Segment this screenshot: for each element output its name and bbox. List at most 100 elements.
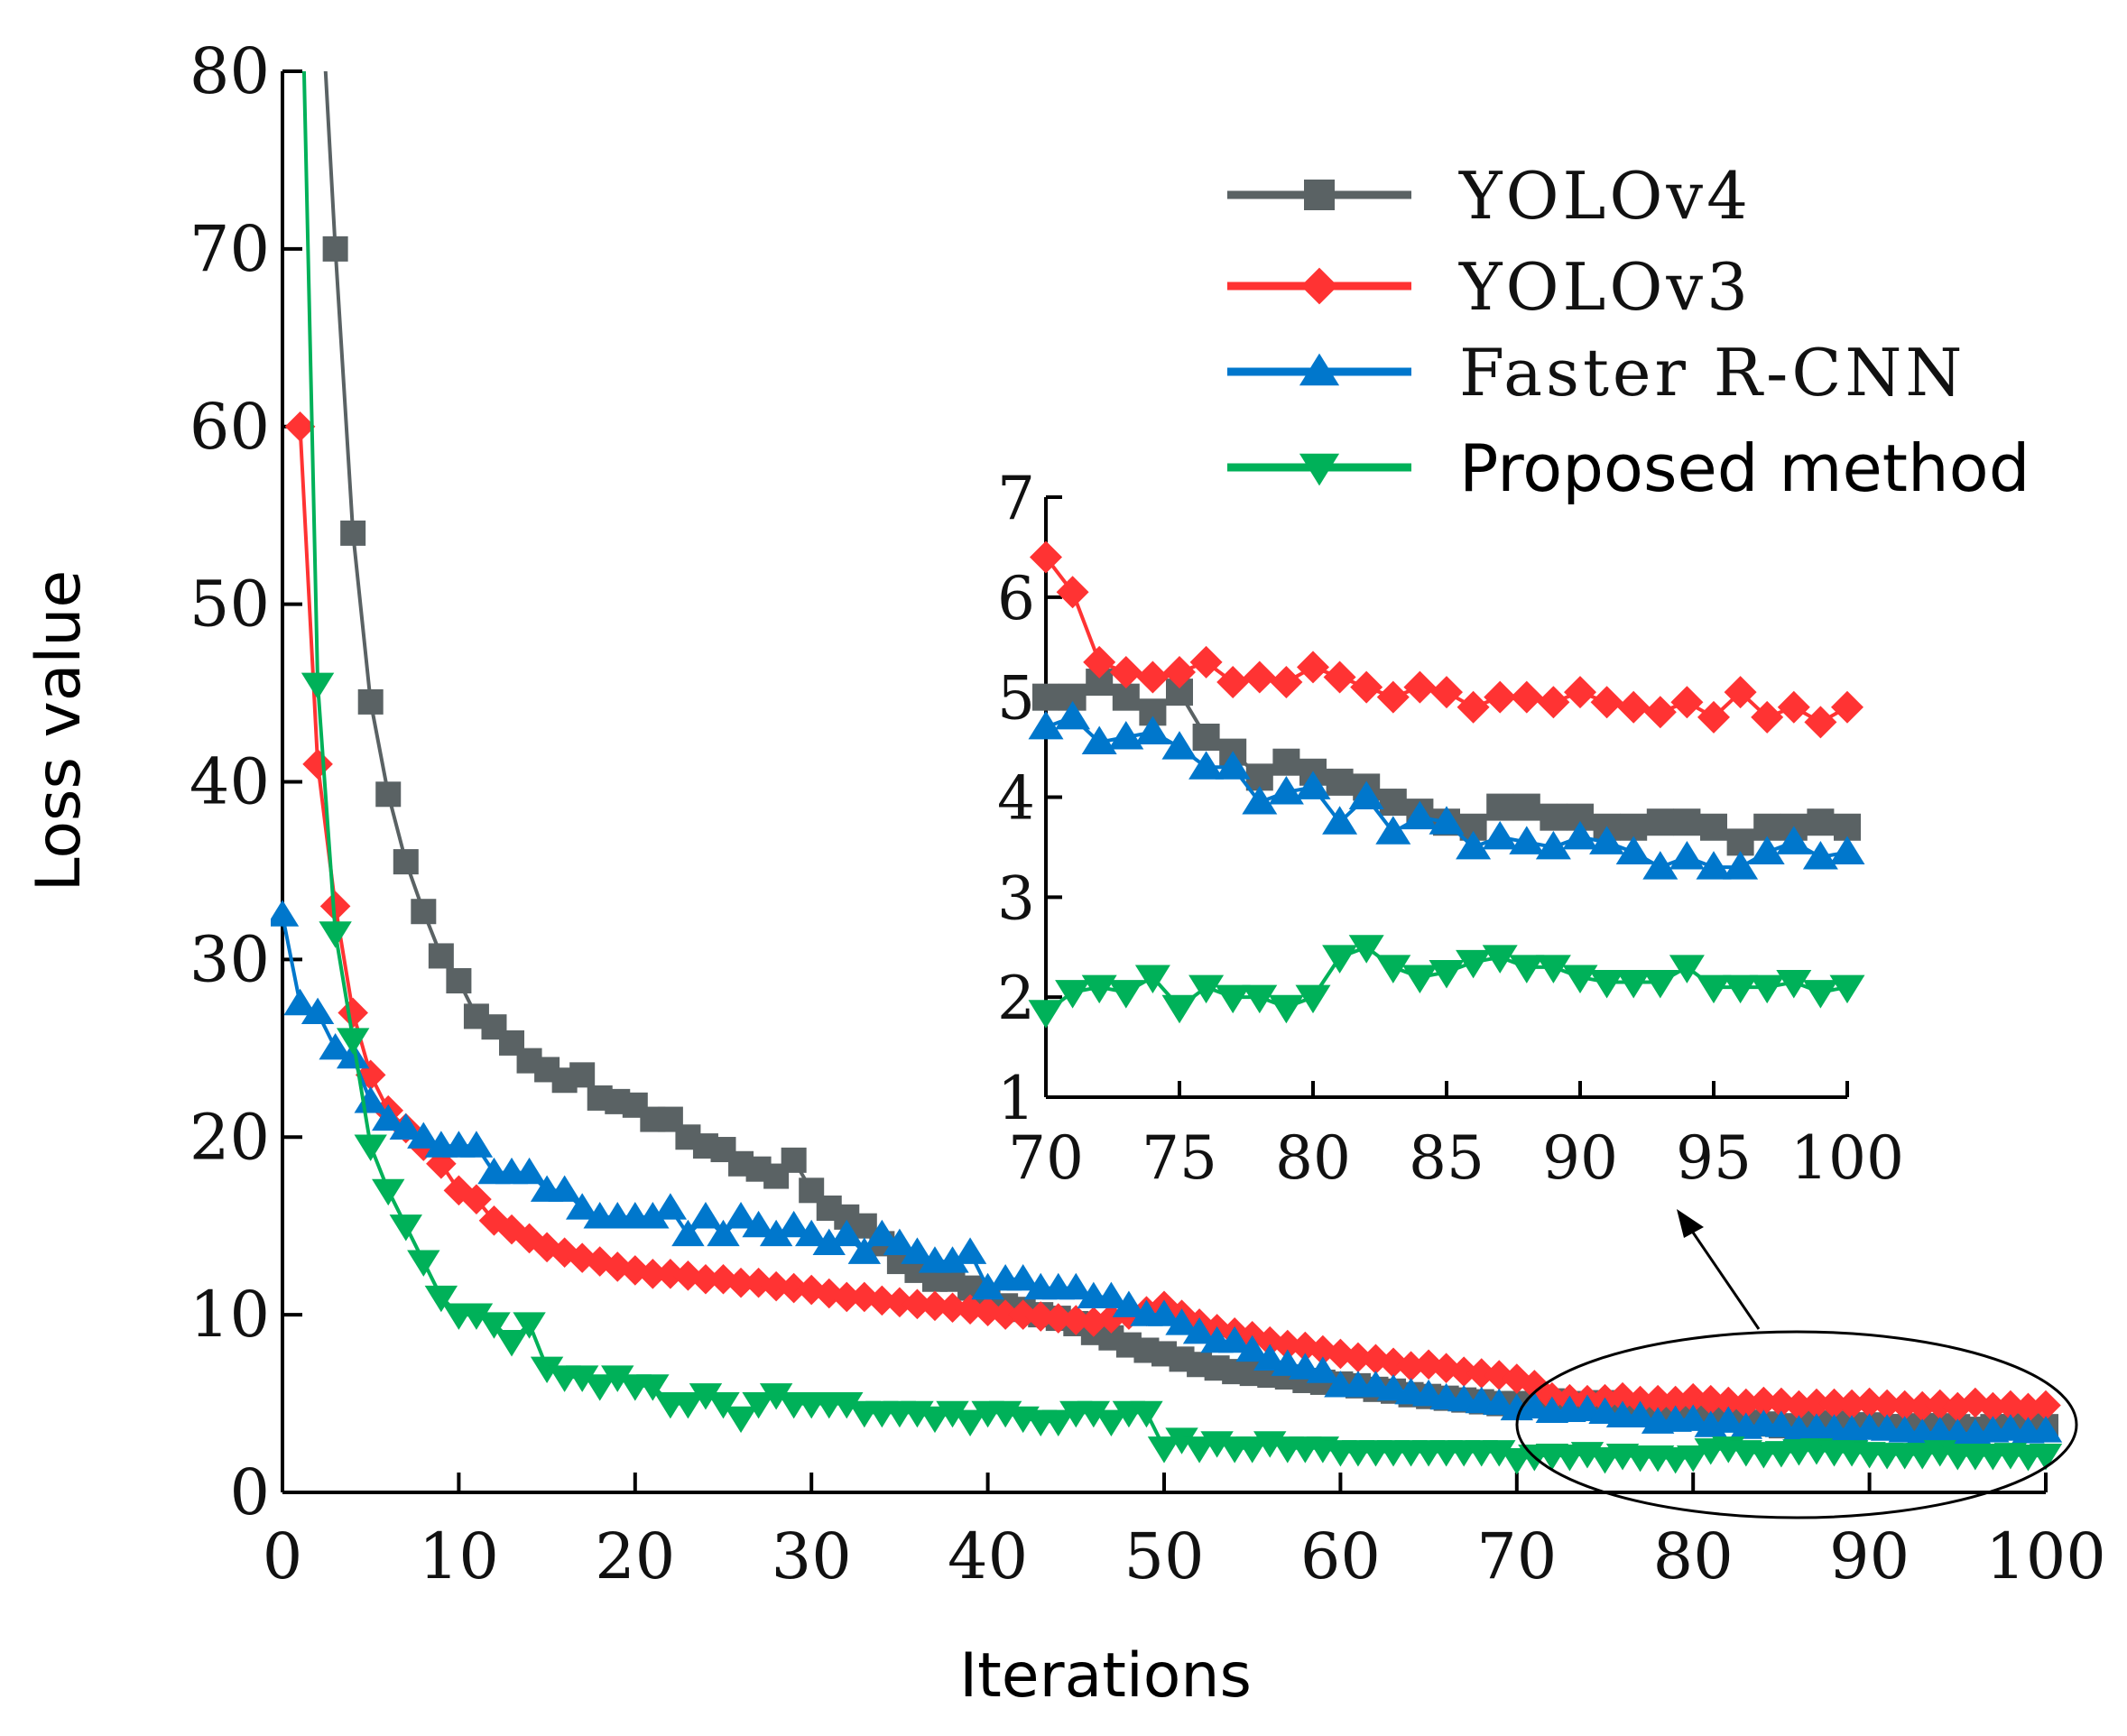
diamond-marker — [1731, 1388, 1762, 1419]
triangle-up-marker — [1095, 1281, 1128, 1309]
series-yolov3 — [284, 411, 2061, 1424]
diamond-marker — [1854, 1387, 1885, 1418]
triangle-down-marker — [301, 672, 335, 700]
x-tick-label: 80 — [1653, 1519, 1734, 1593]
triangle-down-marker — [1268, 994, 1304, 1024]
triangle-up-marker — [759, 1219, 793, 1247]
triangle-up-marker — [1509, 826, 1545, 854]
diamond-marker — [990, 1299, 1021, 1330]
triangle-up-marker — [724, 1202, 758, 1229]
triangle-up-marker — [1589, 826, 1625, 854]
inset-x-tick-label: 90 — [1542, 1123, 1618, 1193]
triangle-down-marker — [336, 1028, 370, 1055]
triangle-up-marker — [1669, 841, 1705, 870]
diamond-marker — [1243, 660, 1276, 694]
diamond-marker — [1466, 1358, 1497, 1389]
square-marker — [1379, 789, 1407, 817]
diamond-marker — [1818, 1388, 1850, 1419]
triangle-down-marker — [636, 1374, 670, 1401]
triangle-down-marker — [1749, 974, 1785, 1004]
diamond-marker — [1430, 676, 1463, 709]
series-faster-r-cnn — [271, 900, 2063, 1445]
diamond-marker — [284, 411, 316, 442]
triangle-up-marker — [1348, 780, 1384, 809]
triangle-up-marker — [883, 1228, 917, 1255]
legend-label: Proposed method — [1459, 430, 2030, 506]
diamond-marker — [1713, 1386, 1744, 1417]
diamond-marker — [1564, 676, 1596, 709]
triangle-down-marker — [953, 1409, 987, 1437]
triangle-down-marker — [1589, 970, 1625, 999]
diamond-marker — [813, 1278, 845, 1309]
triangle-up-marker — [1829, 836, 1865, 864]
square-marker — [357, 688, 384, 715]
triangle-up-marker — [336, 1041, 370, 1069]
legend-label: Faster R-CNN — [1459, 335, 1965, 411]
triangle-down-marker — [513, 1312, 546, 1339]
diamond-marker — [1889, 1390, 1920, 1421]
diamond-marker — [1804, 706, 1837, 739]
diamond-marker — [549, 1237, 580, 1269]
diamond-marker — [920, 1290, 950, 1322]
triangle-up-marker — [372, 1103, 405, 1131]
triangle-up-marker — [1242, 786, 1278, 815]
diamond-marker — [902, 1288, 933, 1320]
triangle-down-marker — [1242, 984, 1278, 1014]
diamond-marker — [302, 749, 333, 780]
triangle-down-marker — [936, 1400, 969, 1428]
triangle-up-marker — [1299, 353, 1340, 386]
legend-label: YOLOv3 — [1458, 249, 1752, 325]
triangle-up-marker — [1188, 751, 1225, 780]
triangle-up-marker — [2029, 1416, 2063, 1443]
square-marker — [1272, 748, 1300, 776]
triangle-down-marker — [1134, 965, 1170, 993]
square-marker — [1326, 768, 1354, 796]
triangle-up-marker — [936, 1246, 969, 1273]
triangle-up-marker — [1712, 1406, 1745, 1433]
diamond-marker — [319, 891, 351, 922]
triangle-up-marker — [971, 1272, 1004, 1300]
triangle-down-marker — [1483, 1440, 1516, 1467]
inset-y-tick-label: 3 — [997, 863, 1035, 933]
diamond-marker — [1163, 655, 1196, 688]
y-tick-label: 60 — [190, 390, 270, 464]
triangle-down-marker — [424, 1285, 458, 1313]
x-tick-label: 100 — [1985, 1519, 2106, 1593]
triangle-up-marker — [953, 1237, 987, 1264]
triangle-down-marker — [1615, 970, 1651, 999]
inset-series-proposed-method — [1028, 935, 1865, 1029]
diamond-marker — [1642, 1384, 1673, 1416]
square-marker — [428, 943, 454, 969]
diamond-marker — [1924, 1389, 1956, 1420]
triangle-up-marker — [689, 1202, 723, 1229]
diamond-marker — [937, 1292, 968, 1324]
diamond-marker — [1510, 680, 1543, 714]
main-axes: 0 10 20 30 40 50 60 70 80 90 100 0 10 20 30 40 50 60 70 80 — [190, 34, 2106, 1593]
legend-item: YOLOv4 — [1227, 158, 1748, 234]
triangle-down-marker — [1235, 1436, 1269, 1464]
triangle-up-marker — [301, 997, 335, 1025]
triangle-down-marker — [1802, 980, 1838, 1009]
square-marker — [340, 520, 366, 546]
triangle-down-marker — [354, 1134, 387, 1161]
square-marker — [1032, 683, 1059, 711]
triangle-down-marker — [1677, 1445, 1710, 1473]
zoom-arrow-head — [1677, 1209, 1704, 1238]
legend-item: YOLOv3 — [1227, 249, 1752, 325]
triangle-down-marker — [1055, 980, 1091, 1009]
inset-x-tick-label: 100 — [1790, 1123, 1904, 1193]
diamond-marker — [866, 1285, 898, 1316]
diamond-marker — [1995, 1390, 2026, 1421]
diamond-marker — [338, 997, 368, 1029]
diamond-marker — [1617, 690, 1651, 724]
triangle-up-marker — [1642, 851, 1678, 880]
square-marker — [1700, 813, 1727, 841]
triangle-down-marker — [671, 1391, 705, 1419]
diamond-marker — [1189, 645, 1223, 679]
diamond-marker — [1783, 1390, 1815, 1421]
triangle-down-marker — [1130, 1400, 1163, 1428]
square-marker — [375, 781, 402, 808]
triangle-down-marker — [742, 1391, 775, 1419]
diamond-marker — [1350, 670, 1383, 704]
triangle-up-marker — [1562, 820, 1598, 850]
